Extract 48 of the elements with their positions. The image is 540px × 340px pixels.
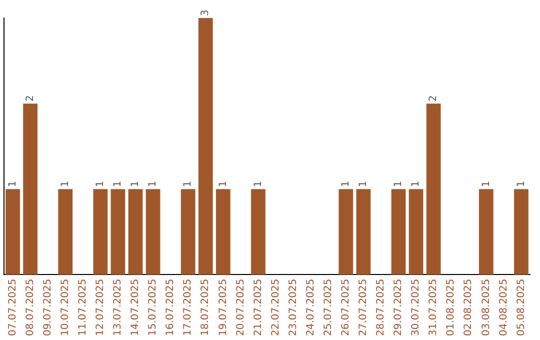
data-label: 1 xyxy=(252,180,264,188)
data-label: 1 xyxy=(358,180,370,188)
x-tick-label: 25.07.2025 xyxy=(322,278,334,336)
data-label: 1 xyxy=(148,180,159,188)
x-tick-label: 14.07.2025 xyxy=(130,278,142,336)
x-tick-label: 10.07.2025 xyxy=(60,278,71,336)
x-tick-label: 02.08.2025 xyxy=(463,278,474,336)
x-tick-label: 16.07.2025 xyxy=(165,278,176,336)
x-tick-label: 28.07.2025 xyxy=(376,278,387,336)
x-tick-label: 24.07.2025 xyxy=(305,278,316,336)
x-tick-label: 20.07.2025 xyxy=(235,278,246,336)
x-tick-label: 19.07.2025 xyxy=(218,278,229,336)
x-tick-label: 18.07.2025 xyxy=(200,278,212,336)
x-tick-label: 05.08.2025 xyxy=(516,278,527,336)
x-tick-label: 09.07.2025 xyxy=(42,278,54,336)
data-label: 1 xyxy=(60,180,71,188)
x-tick-label: 31.07.2025 xyxy=(428,278,440,336)
x-tick-label: 01.08.2025 xyxy=(446,278,457,336)
data-label: 3 xyxy=(200,10,212,16)
x-tick-label: 27.07.2025 xyxy=(358,278,370,336)
x-tick-label: 11.07.2025 xyxy=(77,278,88,336)
data-label: 1 xyxy=(410,180,422,188)
x-tick-label: 21.07.2025 xyxy=(252,278,264,336)
x-tick-label: 17.07.2025 xyxy=(182,278,194,336)
x-tick-label: 04.08.2025 xyxy=(498,278,510,336)
data-label: 1 xyxy=(218,180,229,188)
x-tick-label: 23.07.2025 xyxy=(288,278,299,336)
data-label: 1 xyxy=(516,180,527,188)
x-tick-label: 30.07.2025 xyxy=(410,278,422,336)
data-label: 1 xyxy=(112,180,124,188)
data-label: 2 xyxy=(24,95,36,102)
data-label: 1 xyxy=(130,180,142,188)
x-tick-label: 15.07.2025 xyxy=(148,278,159,336)
x-tick-label: 29.07.2025 xyxy=(393,278,404,336)
data-label: 1 xyxy=(480,180,492,188)
x-tick-label: 08.07.2025 xyxy=(24,278,36,336)
data-label: 1 xyxy=(95,180,106,188)
x-tick-label: 07.07.2025 xyxy=(7,278,18,336)
x-tick-label: 03.08.2025 xyxy=(480,278,492,336)
data-label: 1 xyxy=(340,180,352,188)
data-label: 1 xyxy=(393,180,404,188)
x-tick-label: 22.07.2025 xyxy=(270,278,282,336)
data-label: 2 xyxy=(428,95,440,102)
data-label: 1 xyxy=(7,180,18,188)
data-label: 1 xyxy=(182,180,194,188)
x-tick-label: 12.07.2025 xyxy=(95,278,106,336)
x-tick-label: 26.07.2025 xyxy=(340,278,352,336)
x-tick-label: 13.07.2025 xyxy=(112,278,124,336)
